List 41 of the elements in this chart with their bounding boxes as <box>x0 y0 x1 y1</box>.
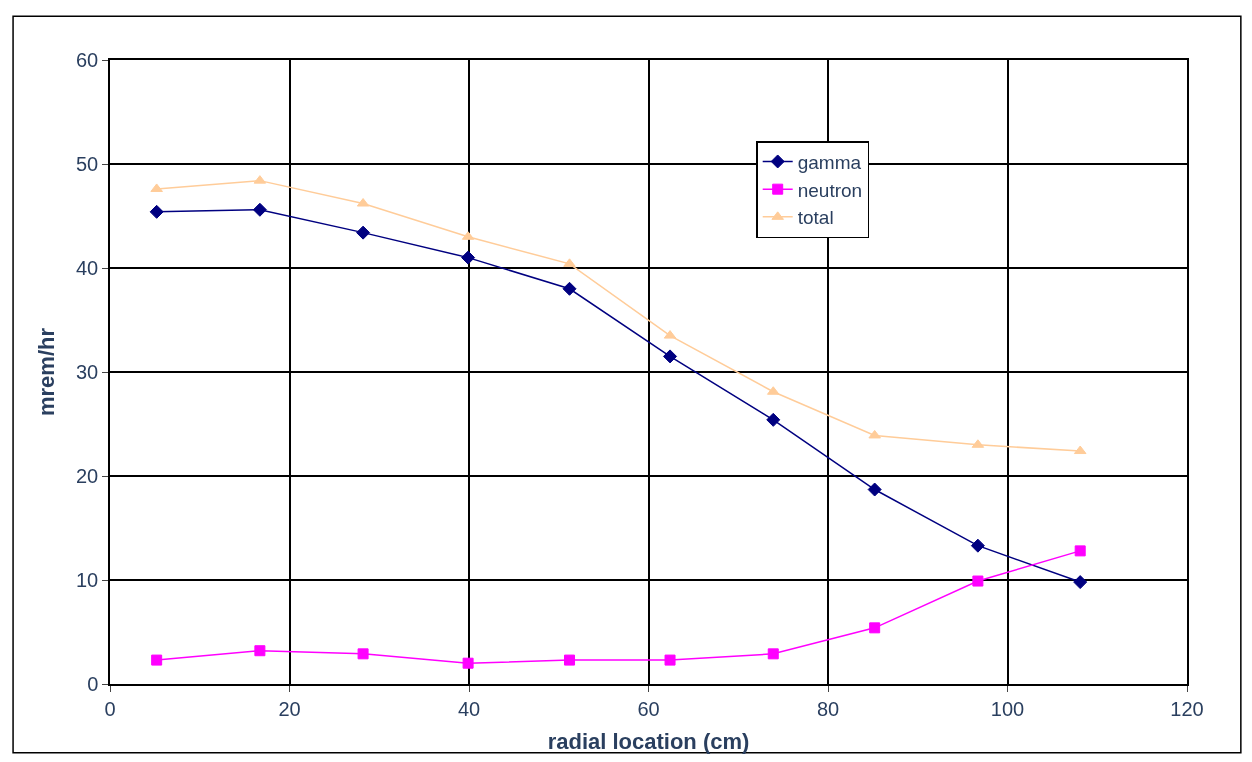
y-tick-label: 40 <box>76 257 99 279</box>
y-tick-label: 0 <box>87 673 99 695</box>
y-axis-title: mrem/hr <box>34 327 60 417</box>
point <box>462 657 474 669</box>
point <box>767 648 779 660</box>
point <box>869 622 881 634</box>
x-tick-label: 80 <box>816 697 840 720</box>
point <box>1074 545 1086 557</box>
x-tick-label: 60 <box>637 697 660 720</box>
legend-label: total <box>797 207 834 229</box>
y-tick-label: 50 <box>76 153 99 175</box>
point <box>356 225 371 240</box>
point <box>1073 445 1087 455</box>
point <box>149 204 164 219</box>
y-tick-label: 10 <box>76 569 99 591</box>
x-axis-title: radial location (cm) <box>547 729 750 755</box>
point <box>970 538 985 553</box>
point <box>1073 575 1088 590</box>
y-tick-label: 30 <box>76 361 99 383</box>
legend-label: neutron <box>797 179 863 201</box>
point <box>867 482 882 497</box>
x-tick-label: 120 <box>1170 697 1204 720</box>
point <box>357 648 369 660</box>
point <box>664 654 676 666</box>
point <box>254 645 266 657</box>
y-tick-label: 60 <box>76 49 99 71</box>
point <box>562 281 577 296</box>
point <box>663 349 678 364</box>
point <box>972 575 984 587</box>
point <box>766 412 781 427</box>
point <box>564 654 576 666</box>
point <box>868 429 881 439</box>
x-tick-label: 40 <box>457 697 481 720</box>
point <box>461 250 476 265</box>
x-tick-label: 20 <box>278 697 301 720</box>
point <box>252 202 267 217</box>
x-tick-label: 0 <box>104 697 116 720</box>
legend-label: gamma <box>797 151 862 173</box>
y-tick-label: 20 <box>76 465 99 487</box>
x-tick-label: 100 <box>990 697 1025 720</box>
point <box>151 654 163 666</box>
